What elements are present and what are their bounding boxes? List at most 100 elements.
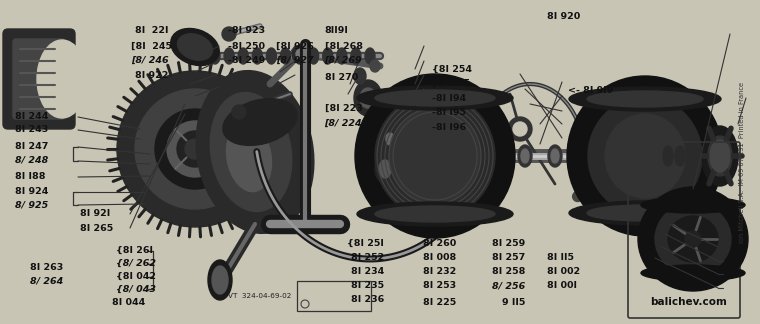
- Ellipse shape: [590, 99, 700, 213]
- Text: 8I 247: 8I 247: [15, 142, 49, 151]
- Ellipse shape: [351, 48, 361, 64]
- Text: 8I II5: 8I II5: [547, 253, 575, 262]
- Ellipse shape: [357, 86, 513, 110]
- Ellipse shape: [375, 155, 395, 183]
- Text: 8/ 248: 8/ 248: [15, 156, 49, 165]
- Ellipse shape: [266, 48, 277, 64]
- Ellipse shape: [370, 60, 380, 72]
- Ellipse shape: [710, 140, 730, 172]
- Ellipse shape: [295, 48, 305, 64]
- Text: 8I 235: 8I 235: [351, 281, 385, 290]
- Text: {8/ 262: {8/ 262: [116, 259, 156, 268]
- Ellipse shape: [355, 74, 515, 238]
- Ellipse shape: [177, 131, 213, 167]
- Ellipse shape: [208, 260, 232, 300]
- Ellipse shape: [587, 91, 703, 107]
- Text: 8I 044: 8I 044: [112, 298, 146, 307]
- Text: 8I 260: 8I 260: [423, 239, 457, 248]
- Ellipse shape: [655, 203, 731, 275]
- Text: 8I 234: 8I 234: [351, 267, 385, 276]
- Text: 8II9I: 8II9I: [325, 26, 348, 35]
- Text: {8I 26I: {8I 26I: [116, 246, 153, 255]
- Ellipse shape: [226, 122, 271, 192]
- Ellipse shape: [521, 149, 529, 163]
- Ellipse shape: [171, 29, 219, 65]
- Ellipse shape: [551, 149, 559, 163]
- Ellipse shape: [708, 136, 732, 176]
- Ellipse shape: [155, 109, 235, 189]
- Ellipse shape: [393, 112, 477, 200]
- Ellipse shape: [238, 48, 249, 64]
- Text: balichev.com: balichev.com: [650, 297, 727, 307]
- Ellipse shape: [222, 27, 236, 41]
- Text: [8/ 269: [8/ 269: [325, 55, 363, 64]
- Ellipse shape: [618, 145, 632, 167]
- Ellipse shape: [586, 149, 594, 163]
- Ellipse shape: [400, 116, 410, 132]
- Ellipse shape: [587, 205, 703, 221]
- Ellipse shape: [210, 48, 220, 64]
- Ellipse shape: [117, 71, 273, 227]
- Ellipse shape: [357, 202, 513, 226]
- Ellipse shape: [583, 145, 597, 167]
- Text: 8I I88: 8I I88: [15, 172, 46, 181]
- Ellipse shape: [389, 108, 481, 204]
- Text: {8I 254: {8I 254: [432, 65, 472, 74]
- Ellipse shape: [280, 48, 290, 64]
- Ellipse shape: [354, 68, 366, 84]
- Text: 8I 008: 8I 008: [423, 253, 457, 262]
- Ellipse shape: [638, 187, 748, 291]
- Text: -8I I94: -8I I94: [432, 94, 466, 103]
- Ellipse shape: [675, 146, 685, 166]
- Text: -8I I96: -8I I96: [432, 122, 466, 132]
- Text: 8I 924: 8I 924: [15, 187, 49, 196]
- Ellipse shape: [375, 90, 495, 106]
- Text: 8I 263: 8I 263: [30, 263, 64, 272]
- Ellipse shape: [377, 96, 493, 216]
- Ellipse shape: [337, 48, 347, 64]
- Text: {8/ 043: {8/ 043: [116, 284, 156, 294]
- Ellipse shape: [685, 231, 701, 247]
- Ellipse shape: [167, 121, 223, 177]
- Ellipse shape: [518, 145, 532, 167]
- Text: -8I 250: -8I 250: [228, 41, 265, 51]
- Text: 8I 920: 8I 920: [547, 12, 581, 21]
- Text: [8I 223: [8I 223: [325, 104, 363, 113]
- Text: ion Mitchell S.A.  IM 69 07 231  Printed in France: ion Mitchell S.A. IM 69 07 231 Printed i…: [739, 81, 745, 243]
- Ellipse shape: [232, 105, 246, 119]
- Text: [8/ 246: [8/ 246: [131, 55, 169, 64]
- Ellipse shape: [360, 88, 376, 108]
- Ellipse shape: [548, 145, 562, 167]
- Text: [8/ 927: [8/ 927: [276, 55, 314, 64]
- Ellipse shape: [572, 191, 583, 202]
- Text: 8I 92I: 8I 92I: [80, 209, 110, 218]
- Ellipse shape: [513, 122, 527, 136]
- Ellipse shape: [135, 89, 255, 209]
- Text: {8I 042: {8I 042: [116, 272, 156, 281]
- Ellipse shape: [477, 191, 487, 202]
- Ellipse shape: [588, 97, 702, 215]
- Text: 9 II5: 9 II5: [502, 298, 525, 307]
- Text: 8I 252: 8I 252: [351, 253, 385, 262]
- Ellipse shape: [296, 49, 306, 59]
- Ellipse shape: [178, 34, 213, 60]
- Ellipse shape: [386, 133, 394, 145]
- Ellipse shape: [607, 116, 683, 196]
- Text: 8I 253: 8I 253: [423, 281, 457, 290]
- Text: [8I  245: [8I 245: [131, 41, 173, 51]
- Text: 8I 236: 8I 236: [351, 295, 385, 304]
- Ellipse shape: [605, 114, 685, 198]
- Text: -8I 923: -8I 923: [228, 26, 265, 35]
- Ellipse shape: [309, 48, 318, 64]
- Ellipse shape: [211, 93, 292, 212]
- Text: {8I 25I: {8I 25I: [347, 239, 384, 248]
- Ellipse shape: [702, 126, 738, 186]
- Text: 8I 258: 8I 258: [492, 267, 526, 276]
- Text: 8/ 256: 8/ 256: [492, 281, 526, 290]
- Text: 8I 244: 8I 244: [15, 112, 49, 121]
- Text: 8I 225: 8I 225: [423, 298, 457, 307]
- Ellipse shape: [379, 160, 391, 178]
- Text: 8I 257: 8I 257: [492, 253, 526, 262]
- Ellipse shape: [567, 76, 723, 236]
- Ellipse shape: [687, 146, 697, 166]
